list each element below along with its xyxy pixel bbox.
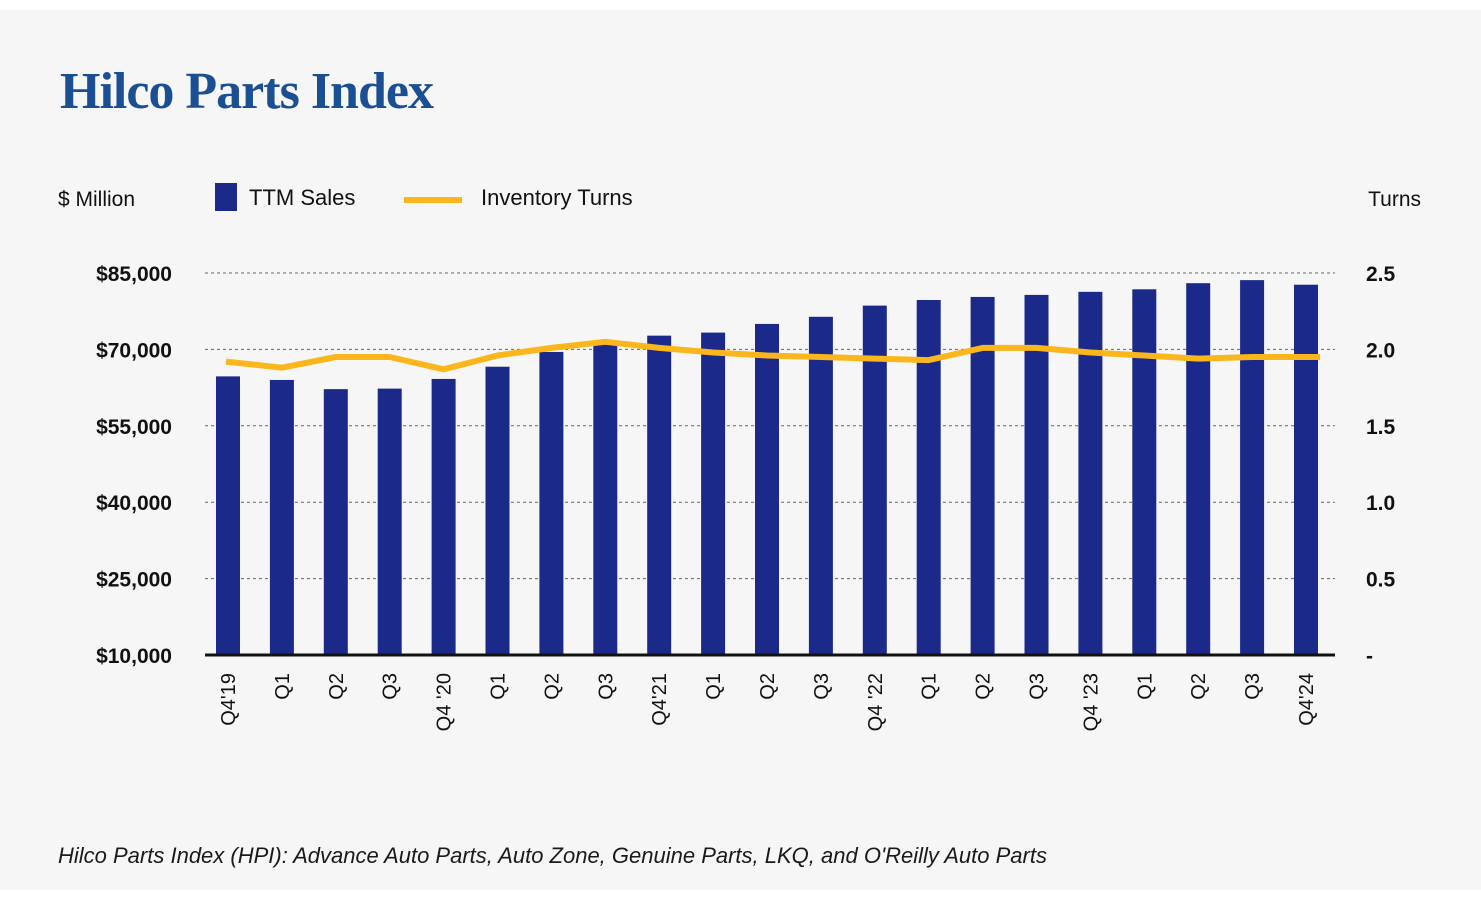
page-title: Hilco Parts Index <box>60 63 434 120</box>
bar-ttm-sales <box>1132 289 1157 655</box>
left-tick-label: $85,000 <box>96 263 172 286</box>
left-tick-label: $10,000 <box>96 645 172 668</box>
x-tick-label: Q3 <box>1242 673 1264 700</box>
bar-ttm-sales <box>701 332 726 655</box>
x-tick-label: Q1 <box>272 673 294 700</box>
inventory-turns-line <box>225 338 1320 373</box>
right-tick-label: 0.5 <box>1366 569 1396 592</box>
bar-ttm-sales <box>269 379 294 655</box>
x-tick-label: Q3 <box>1027 673 1049 700</box>
right-tick-label: 1.0 <box>1366 492 1395 515</box>
x-tick-label: Q3 <box>811 673 833 700</box>
legend-bars-label: TTM Sales <box>249 185 355 210</box>
bar-ttm-sales <box>1078 291 1103 655</box>
x-tick-label: Q1 <box>488 673 510 700</box>
right-tick-label: - <box>1366 645 1373 668</box>
bar-ttm-sales <box>593 343 618 655</box>
left-axis-ticks: $10,000 $25,000 $40,000 $55,000 $70,000 $85,0… <box>96 263 172 668</box>
x-axis-labels: Q4'19 Q1 Q2 Q3 Q4 '20 Q1 Q2 Q3 Q4'21 Q1 Q2 Q3 Q4 '22… <box>218 673 1318 731</box>
bar-ttm-sales <box>970 296 995 655</box>
bar-ttm-sales <box>755 323 779 655</box>
chart-card <box>0 10 1481 890</box>
bar-series <box>216 280 1318 655</box>
bar-ttm-sales <box>808 316 833 655</box>
x-tick-label: Q2 <box>757 673 779 700</box>
x-tick-label: Q1 <box>703 673 725 700</box>
right-axis-ticks: - 0.5 1.0 1.5 2.0 2.5 <box>1366 263 1396 668</box>
x-tick-label: Q4'24 <box>1296 673 1318 726</box>
bar-ttm-sales <box>377 388 402 655</box>
x-tick-label: Q3 <box>380 673 402 700</box>
x-tick-label: Q4'21 <box>649 673 671 726</box>
x-tick-label: Q4 '23 <box>1080 673 1102 731</box>
left-tick-label: $25,000 <box>96 569 172 592</box>
x-tick-label: Q1 <box>919 673 941 700</box>
right-axis-unit-label: Turns <box>1368 188 1421 211</box>
footnote: Hilco Parts Index (HPI): Advance Auto Pa… <box>58 843 1047 868</box>
right-tick-label: 1.5 <box>1366 416 1396 439</box>
x-tick-label: Q4'19 <box>218 673 240 726</box>
bar-ttm-sales <box>1240 280 1265 655</box>
bar-ttm-sales <box>485 366 510 655</box>
legend-line-label: Inventory Turns <box>481 185 633 210</box>
x-tick-label: Q3 <box>595 673 617 700</box>
left-tick-label: $55,000 <box>96 416 172 439</box>
bar-ttm-sales <box>539 351 564 655</box>
left-axis-unit-label: $ Million <box>58 188 135 211</box>
bar-ttm-sales <box>323 389 348 655</box>
bar-ttm-sales <box>647 335 672 655</box>
x-tick-label: Q2 <box>973 673 995 700</box>
bar-ttm-sales <box>431 378 456 655</box>
right-tick-label: 2.0 <box>1366 339 1395 362</box>
right-tick-label: 2.5 <box>1366 263 1396 286</box>
left-tick-label: $70,000 <box>96 339 172 362</box>
x-tick-label: Q1 <box>1134 673 1156 700</box>
bar-ttm-sales <box>216 376 240 655</box>
bar-ttm-sales <box>1294 284 1318 655</box>
x-tick-label: Q2 <box>326 673 348 700</box>
bar-ttm-sales <box>916 299 941 655</box>
legend-bar-swatch <box>215 183 237 211</box>
x-tick-label: Q4 '22 <box>865 673 887 731</box>
bar-ttm-sales <box>1024 294 1049 655</box>
x-tick-label: Q4 '20 <box>434 673 456 731</box>
bar-ttm-sales <box>862 305 887 655</box>
x-tick-label: Q2 <box>1188 673 1210 700</box>
legend: TTM Sales Inventory Turns <box>215 183 633 211</box>
bar-ttm-sales <box>1186 283 1211 655</box>
left-tick-label: $40,000 <box>96 492 172 515</box>
x-tick-label: Q2 <box>541 673 563 700</box>
